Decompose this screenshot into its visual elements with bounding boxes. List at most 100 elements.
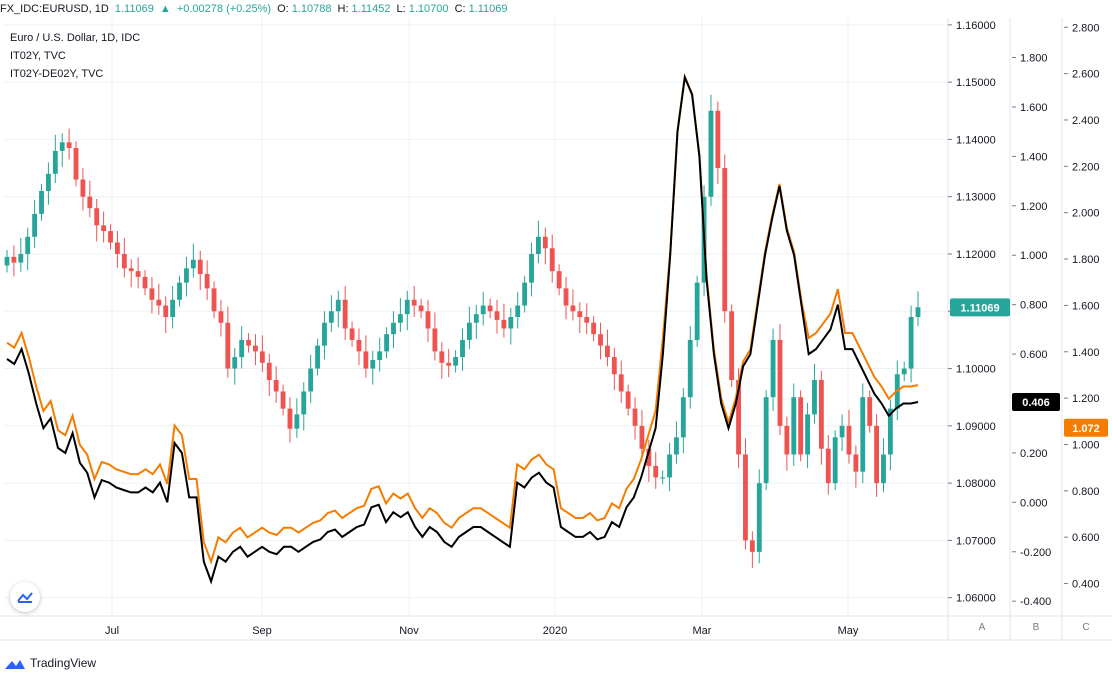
candle-body <box>618 374 624 392</box>
symbol-name[interactable]: FX_IDC:EURUSD, 1D <box>0 3 109 15</box>
candle-body <box>674 437 679 455</box>
candle-body <box>653 465 659 478</box>
time-label: Nov <box>399 625 419 637</box>
candle-body <box>508 317 514 329</box>
candle-body <box>94 208 100 226</box>
it02y-price-label-bg <box>1012 393 1060 412</box>
price-axes: 1.16000 1.15000 1.14000 1.13000 1.12000 1.110… <box>0 18 1112 641</box>
collapse-legend-button[interactable] <box>10 582 40 612</box>
tick-label-c: 2.600 <box>1072 69 1100 81</box>
candle-body <box>825 448 831 484</box>
eurusd-candles <box>4 94 921 568</box>
tick-label-a: 1.15000 <box>956 77 996 89</box>
legend-it02y[interactable]: IT02Y, TVC <box>10 50 66 62</box>
tick-label-a: 1.09000 <box>956 421 996 433</box>
tick-label-a: 1.14000 <box>956 134 996 146</box>
brand-name: TradingView <box>30 656 97 670</box>
high-label: H: <box>337 3 349 15</box>
candle-body <box>397 314 403 323</box>
candle-body <box>529 253 534 283</box>
candle-body <box>108 231 113 243</box>
candle-body <box>611 357 617 375</box>
time-label: 2020 <box>543 625 567 637</box>
scale-a-button[interactable]: A <box>978 622 986 633</box>
candle-body <box>494 311 500 320</box>
candle-body <box>18 253 24 263</box>
tick-label-b: 1.800 <box>1020 53 1048 65</box>
candle-body <box>743 454 748 541</box>
tick-label-a: 1.16000 <box>956 20 996 32</box>
candle-body <box>439 351 445 363</box>
candle-body <box>680 397 686 438</box>
tradingview-logo[interactable]: TradingView <box>4 654 96 672</box>
tick-label-b: 0.000 <box>1020 497 1048 509</box>
candle-body <box>218 311 224 323</box>
candle-body <box>556 271 562 289</box>
tick-label-b: 0.800 <box>1020 300 1048 312</box>
candle-body <box>749 540 755 552</box>
candle-body <box>722 168 728 312</box>
tick-label-c: 2.000 <box>1072 208 1100 220</box>
candle-body <box>101 225 107 232</box>
candle-body <box>570 305 576 312</box>
candle-body <box>294 414 300 429</box>
candle-body <box>349 328 355 340</box>
candle-body <box>625 391 631 409</box>
spread-price-label: 1.072 <box>1064 418 1108 437</box>
candle-body <box>584 317 590 323</box>
candle-body <box>591 322 597 335</box>
candle-body <box>832 437 838 484</box>
candle-body <box>763 397 769 484</box>
candle-body <box>522 282 528 306</box>
chart-grid <box>4 18 948 616</box>
tick-label-a: 1.07000 <box>956 535 996 547</box>
tick-label-c: 1.000 <box>1072 439 1100 451</box>
tick-label-a: 1.06000 <box>956 593 996 605</box>
candle-body <box>184 268 189 283</box>
candle-body <box>756 483 762 552</box>
price-change: +0.00278 (+0.25%) <box>176 3 272 15</box>
tick-label-b: 1.200 <box>1020 201 1048 213</box>
candle-body <box>446 362 452 366</box>
time-label: May <box>838 625 859 637</box>
candle-body <box>777 339 783 426</box>
candle-body <box>839 425 845 438</box>
candle-body <box>246 339 251 346</box>
candle-body <box>874 425 880 484</box>
candle-body <box>791 397 797 455</box>
candle-body <box>280 391 286 409</box>
candle-body <box>818 380 824 449</box>
candle-body <box>197 259 203 275</box>
candle-body <box>577 311 583 317</box>
candle-body <box>45 173 51 191</box>
candle-body <box>404 299 410 315</box>
candle-body <box>646 448 652 466</box>
scale-c-button[interactable]: C <box>1082 622 1090 633</box>
eurusd-price-label-bg <box>950 298 1010 317</box>
tick-label-c: 1.400 <box>1072 347 1100 359</box>
it02y-price-label-text: 0.406 <box>1022 397 1050 409</box>
last-price: 1.11069 <box>114 3 154 15</box>
close-label: C: <box>454 3 466 15</box>
candle-body <box>253 345 258 352</box>
candle-body <box>563 288 569 306</box>
legend-main[interactable]: Euro / U.S. Dollar, 1D, IDC <box>10 32 141 44</box>
tick-label-b: 1.600 <box>1020 102 1048 114</box>
candle-body <box>411 299 417 306</box>
candle-body <box>466 322 472 340</box>
candle-body <box>687 339 693 398</box>
candle-body <box>853 454 859 472</box>
candle-body <box>73 148 79 180</box>
scale-b-button[interactable]: B <box>1032 622 1040 633</box>
candle-body <box>59 142 65 151</box>
candle-body <box>335 299 341 312</box>
candle-body <box>391 322 396 335</box>
candle-body <box>605 345 610 358</box>
eurusd-price-label-text: 1.11069 <box>960 302 999 314</box>
legend-spread[interactable]: IT02Y-DE02Y, TVC <box>10 68 104 80</box>
tick-label-b: -0.400 <box>1020 596 1051 608</box>
candle-body <box>536 236 541 254</box>
candle-body <box>798 397 804 455</box>
spread-price-label-bg <box>1064 418 1108 437</box>
